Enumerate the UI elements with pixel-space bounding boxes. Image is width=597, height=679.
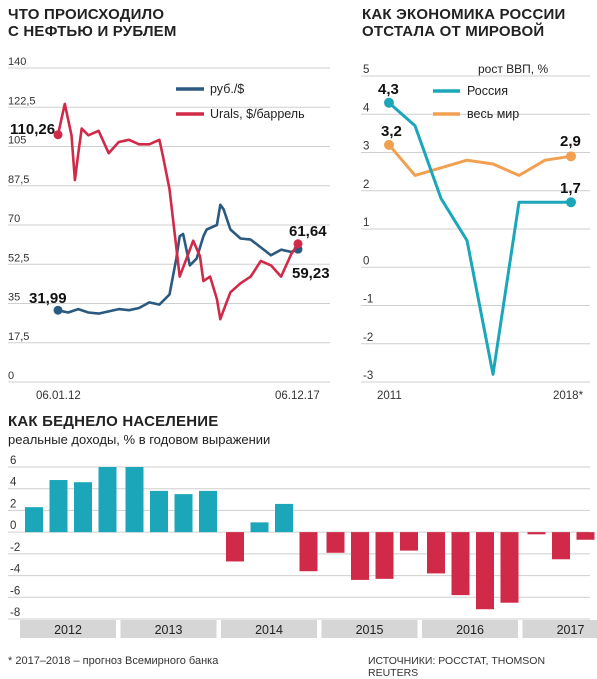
income-bar	[50, 480, 68, 532]
income-year-label: 2017	[557, 623, 585, 637]
income-bar	[300, 532, 318, 571]
income-bar	[476, 532, 494, 609]
urals-end-value: 61,64	[289, 223, 327, 240]
sources-note: ИСТОЧНИКИ: РОССТАТ, THOMSON REUTERS	[368, 655, 597, 679]
income-y-tick-label: 6	[10, 455, 16, 467]
gdp-y-tick-label: -3	[363, 370, 373, 382]
income-bar	[150, 491, 168, 532]
income-year-label: 2016	[456, 623, 484, 637]
income-bar	[175, 494, 193, 532]
footnote: * 2017–2018 – прогноз Всемирного банка	[8, 655, 218, 667]
legend-urals-label: Urals, $/баррель	[210, 107, 305, 121]
russia-end-marker	[566, 197, 576, 207]
world-end-value: 2,9	[560, 133, 581, 150]
rub-end-value: 59,23	[292, 265, 330, 282]
income-bar	[552, 532, 570, 559]
income-y-tick-label: -8	[10, 607, 20, 619]
urals-end-marker	[294, 239, 303, 248]
world-start-marker	[384, 140, 394, 150]
income-y-tick-label: 2	[10, 498, 16, 510]
russia-end-value: 1,7	[560, 180, 581, 197]
income-bar	[577, 532, 595, 540]
income-y-tick-label: -6	[10, 585, 20, 597]
oil-y-tick-label: 17,5	[8, 331, 29, 343]
gdp-unit-label: рост ВВП, %	[478, 62, 548, 76]
oil-y-tick-label: 52,5	[8, 252, 29, 264]
oil-y-tick-label: 35	[8, 292, 20, 304]
income-bar	[99, 467, 117, 532]
income-bar	[126, 467, 144, 532]
oil-y-tick-label: 122,5	[8, 95, 36, 107]
russia-start-marker	[384, 98, 394, 108]
income-bar	[501, 532, 519, 603]
russia-gdp-line	[389, 103, 571, 375]
gdp-y-tick-label: -2	[363, 332, 373, 344]
world-gdp-line	[389, 145, 571, 176]
urals-start-value: 110,26	[10, 121, 55, 138]
gdp-y-tick-label: 1	[363, 217, 369, 229]
income-bar	[327, 532, 345, 553]
income-bar	[351, 532, 369, 580]
oil-y-tick-label: 70	[8, 213, 20, 225]
gdp-y-tick-label: 5	[363, 64, 369, 76]
income-bar	[528, 532, 546, 534]
world-start-value: 3,2	[381, 123, 402, 140]
income-bar	[427, 532, 445, 573]
income-y-tick-label: -2	[10, 542, 20, 554]
income-y-tick-label: -4	[10, 564, 21, 576]
income-bar	[400, 532, 418, 550]
income-bar	[251, 522, 269, 532]
legend-world-label: весь мир	[467, 107, 519, 121]
gdp-y-tick-label: 3	[363, 141, 369, 153]
oil-ruble-chart: 017,53552,57087,5105122,5140110,2631,996…	[8, 56, 330, 402]
income-bar	[199, 491, 217, 532]
income-bar	[275, 504, 293, 532]
income-bar	[226, 532, 244, 561]
income-year-label: 2013	[155, 623, 183, 637]
rub-start-marker	[54, 306, 63, 315]
russia-start-value: 4,3	[378, 81, 399, 98]
oil-y-tick-label: 87,5	[8, 174, 29, 186]
legend-rub-label: руб./$	[210, 82, 244, 96]
income-year-label: 2015	[356, 623, 384, 637]
income-year-label: 2014	[255, 623, 283, 637]
rub-start-value: 31,99	[29, 290, 67, 307]
urals-line	[58, 104, 298, 319]
gdp-y-tick-label: 0	[363, 255, 369, 267]
income-bar	[74, 482, 92, 532]
income-bar	[452, 532, 470, 595]
oil-x-start-label: 06.01.12	[36, 390, 81, 402]
income-year-label: 2012	[54, 623, 82, 637]
oil-x-end-label: 06.12.17	[275, 390, 320, 402]
income-bar	[25, 507, 43, 532]
gdp-y-tick-label: 4	[363, 102, 370, 114]
income-y-tick-label: 0	[10, 520, 16, 532]
gdp-x-end-label: 2018*	[553, 390, 584, 402]
gdp-growth-chart: 5 4 3 2 1 0 -1 -2 -3 4,3 3,2 2,9 1,7 рост ВВП, % Росси…	[361, 62, 590, 402]
gdp-y-tick-label: 2	[363, 179, 369, 191]
income-y-tick-label: 4	[10, 477, 17, 489]
world-end-marker	[566, 151, 576, 161]
legend-russia-label: Россия	[467, 84, 508, 98]
real-income-chart: 6 4 2 0 -2 -4 -6 -8 2012 2013 2014 2015 2016 2017	[8, 455, 597, 638]
income-bar	[376, 532, 394, 579]
gdp-y-tick-label: -1	[363, 294, 373, 306]
gdp-x-start-label: 2011	[377, 390, 402, 402]
oil-y-tick-label: 0	[8, 370, 14, 382]
oil-y-tick-label: 140	[8, 56, 26, 68]
